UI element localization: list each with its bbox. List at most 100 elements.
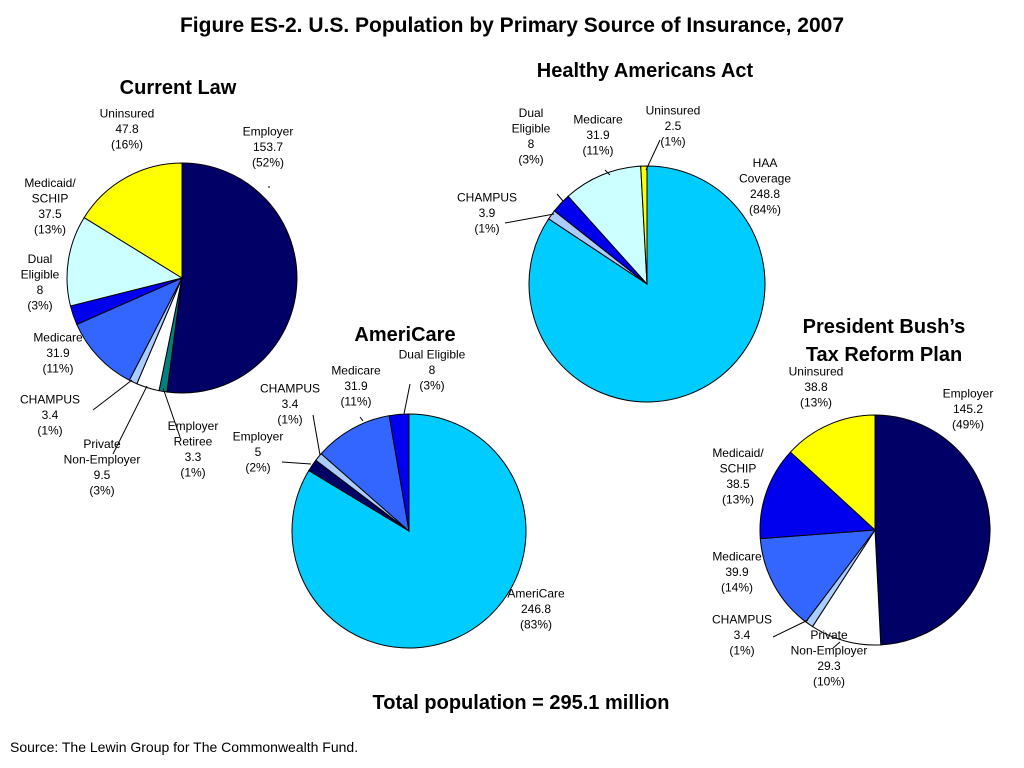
chart-title-line: AmeriCare (354, 324, 455, 346)
pie-slice (811, 528, 882, 646)
slice-label-line: 37.5 (38, 207, 62, 221)
slice-label-line: Employer (943, 387, 994, 401)
slice-label-line: (1%) (277, 413, 302, 427)
pie-slice (759, 529, 877, 623)
slice-label-line: 5 (255, 445, 262, 459)
slice-label-line: CHAMPUS (260, 382, 320, 396)
pie-slice (759, 451, 877, 540)
slice-label: Medicaid/SCHIP 37.5 (13%) (24, 176, 76, 237)
slice-label-line: AmeriCare (507, 587, 565, 601)
slice-label: Medicare 31.9 (11%) (331, 364, 381, 409)
leader-line (312, 414, 321, 456)
slice-label-line: (3%) (518, 152, 543, 166)
slice-label-line: Coverage (739, 171, 791, 185)
leader-line (359, 416, 364, 422)
slice-label-line: Medicare (573, 113, 623, 127)
slice-label: Uninsured 47.8 (16%) (100, 107, 155, 152)
figure-title: Figure ES-2. U.S. Population by Primary … (180, 14, 844, 37)
slice-label-line: Uninsured (100, 107, 155, 121)
slice-label-line: 3.4 (42, 408, 59, 422)
chart-title: Current Law (120, 77, 237, 99)
leader-line (281, 461, 312, 465)
slice-label-line: (11%) (340, 395, 371, 409)
slice-label-line: (13%) (34, 222, 66, 236)
slice-label-line: 8 (37, 283, 44, 297)
slice-label-line: Employer (168, 419, 219, 433)
slice-label: Dual Eligible 8 (3%) (21, 252, 60, 313)
slice-label-line: Dual (28, 252, 53, 266)
chart-title: AmeriCare (354, 324, 455, 346)
slice-label-line: 3.3 (185, 450, 202, 464)
leader-line (162, 387, 181, 438)
slice-label-line: (13%) (800, 396, 832, 410)
slice-label: Dual Eligible 8 (3%) (399, 348, 466, 393)
slice-label-line: Uninsured (646, 104, 701, 118)
slice-label: Employer 5 (2%) (233, 430, 284, 475)
slice-label-line: (1%) (474, 222, 499, 236)
leader-line (832, 641, 841, 649)
pie-chart: President Bush’s Tax Reform Plan Employer 1… (712, 316, 993, 688)
slice-label: Private Non-Employer 29.3 (10%) (791, 628, 868, 689)
slice-label: Private Non-Employer 9.5 (3%) (64, 437, 141, 498)
pie-slice (76, 276, 184, 381)
slice-label-line: (49%) (952, 418, 984, 432)
slice-label-line: (3%) (419, 379, 444, 393)
slice-label-line: 2.5 (665, 119, 682, 133)
leader-line (92, 379, 133, 411)
slice-label-line: Medicare (712, 550, 762, 564)
slice-label-line: Uninsured (789, 365, 844, 379)
slice-label-line: Eligible (512, 121, 551, 135)
slice-label-line: 38.8 (804, 380, 828, 394)
chart-title-line: Current Law (120, 77, 237, 99)
slice-label-line: (1%) (729, 644, 754, 658)
slice-label-line: Retiree (174, 434, 213, 448)
chart-title: President Bush’s Tax Reform Plan (803, 316, 966, 366)
slice-label-line: Employer (233, 430, 284, 444)
slice-label-line: (1%) (37, 424, 62, 438)
slice-label-line: SCHIP (720, 461, 757, 475)
slice-label-line: 246.8 (521, 602, 551, 616)
slice-label-line: 248.8 (750, 187, 780, 201)
slice-label-line: Medicare (33, 331, 83, 345)
slice-label-line: 153.7 (253, 140, 283, 154)
pie-chart: Healthy Americans Act HAA Coverage 248.8 (84… (457, 60, 791, 403)
slice-label-line: (1%) (660, 135, 685, 149)
slice-label-line: Non-Employer (64, 452, 141, 466)
slice-label: CHAMPUS 3.4 (1%) (712, 613, 772, 658)
chart-title: Healthy Americans Act (537, 60, 754, 82)
slice-label: Uninsured 38.8 (13%) (789, 365, 844, 410)
pie-slice (640, 165, 648, 285)
pie-slice (388, 413, 410, 532)
pie-slice (320, 415, 410, 533)
slice-label: Medicaid/SCHIP 38.5 (13%) (712, 446, 764, 507)
leader-line (604, 169, 611, 176)
slice-label-line: (52%) (252, 156, 284, 170)
slice-label: AmeriCare 246.8 (83%) (507, 587, 565, 632)
leader-line (112, 385, 148, 455)
slice-label: Employer 145.2 (49%) (943, 387, 994, 432)
slice-label: CHAMPUS 3.9 (1%) (457, 191, 517, 236)
slice-label-line: 39.9 (725, 565, 749, 579)
chart-title-line: President Bush’s (803, 316, 966, 338)
chart-title-line: Healthy Americans Act (537, 60, 754, 82)
slice-label-line: CHAMPUS (712, 613, 772, 627)
slice-label-line: CHAMPUS (457, 191, 517, 205)
slice-label-line: (83%) (520, 618, 552, 632)
slice-label-line: Medicare (331, 364, 381, 378)
slice-label: Uninsured 2.5 (1%) (646, 104, 701, 149)
slice-label-line: (14%) (721, 581, 753, 595)
leader-line (772, 619, 809, 638)
slice-label: Medicare 31.9 (11%) (573, 113, 623, 158)
pie-slice (567, 165, 648, 286)
slice-label-line: Non-Employer (791, 643, 868, 657)
slice-label-line: HAA (753, 156, 778, 170)
slice-label-line: 31.9 (344, 379, 368, 393)
slice-label: Medicare 39.9 (14%) (712, 550, 762, 595)
slice-label-line: (84%) (749, 202, 781, 216)
leader-line (504, 213, 555, 224)
slice-label-line: (10%) (813, 674, 845, 688)
slice-label-line: 47.8 (115, 122, 139, 136)
